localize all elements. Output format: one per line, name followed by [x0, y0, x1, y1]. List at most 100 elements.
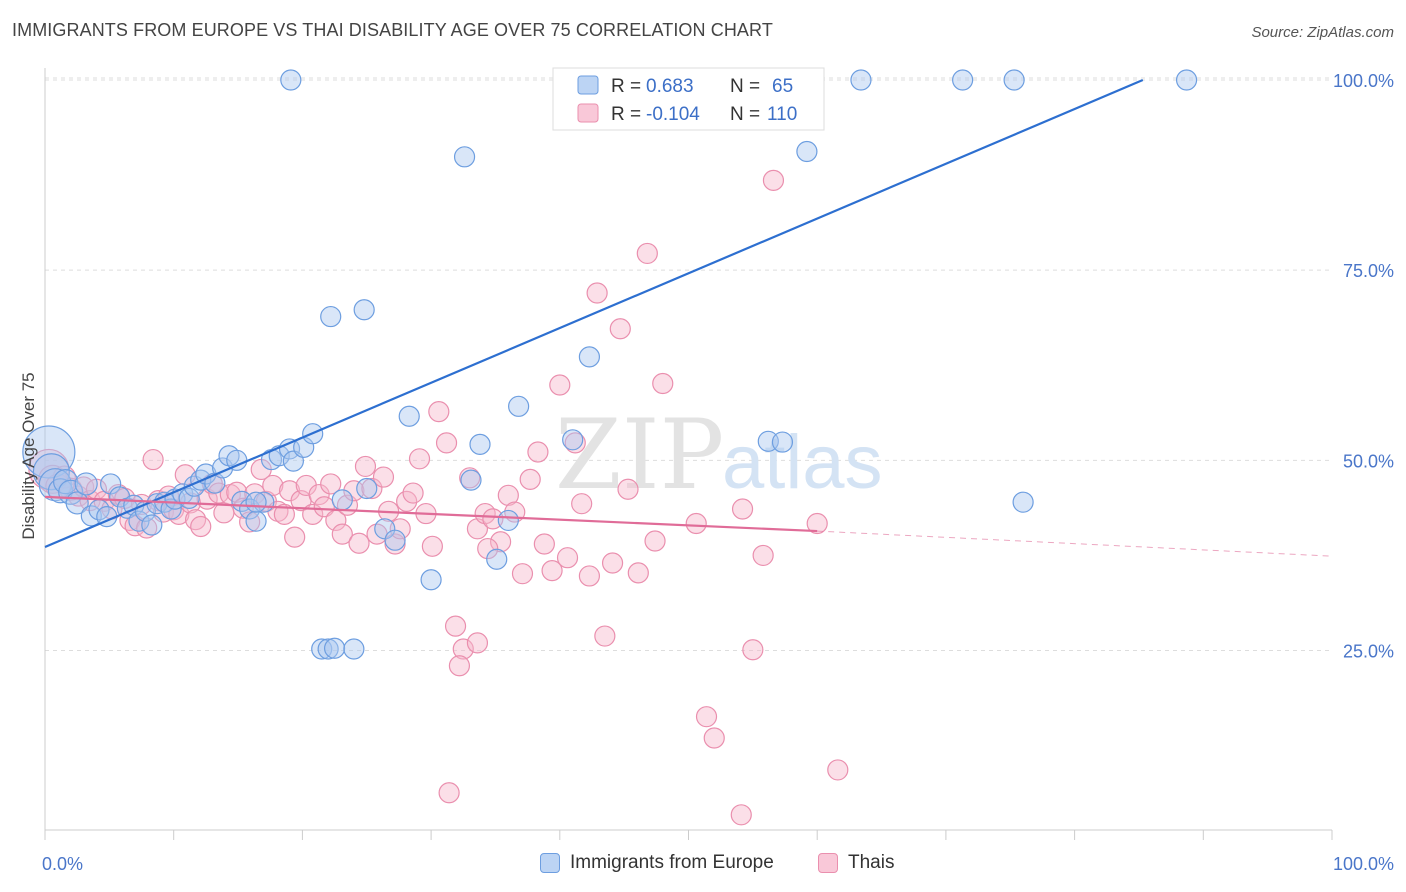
europe-point-36 — [268, 445, 290, 467]
thai-point-81 — [541, 560, 563, 582]
europe-point-48 — [384, 529, 406, 551]
thai-point-79 — [527, 441, 549, 463]
thai-point-55 — [361, 477, 383, 500]
thai-point-80 — [533, 533, 555, 555]
thai-point-50 — [331, 523, 353, 545]
thai-point-26 — [190, 515, 212, 538]
thai-point-62 — [402, 482, 424, 504]
thai-point-102 — [762, 169, 785, 192]
europe-point-54 — [497, 509, 519, 532]
zipatlas-watermark: ZIP atlas — [555, 399, 883, 511]
thai-point-40 — [273, 503, 295, 525]
legend-n-label-europe: N = — [730, 76, 760, 97]
thai-point-48 — [320, 473, 342, 495]
europe-point-42 — [317, 638, 339, 660]
thai-point-73 — [482, 508, 504, 530]
legend-r-value-europe: 0.683 — [646, 76, 694, 97]
thai-trend-line — [44, 495, 818, 533]
thai-point-106 — [448, 655, 471, 677]
correlation-legend: R = 0.683 N = 65 R = -0.104 N = 110 — [552, 67, 825, 131]
legend-swatch-thai-bottom — [818, 853, 838, 873]
europe-point-74 — [1175, 69, 1198, 91]
thai-point-86 — [578, 565, 601, 587]
y-tick-label-100: 100.0% — [1333, 71, 1394, 91]
thai-point-109 — [730, 804, 752, 826]
thai-point-60 — [389, 518, 411, 540]
gridlines — [45, 77, 1332, 651]
europe-point-7 — [74, 472, 98, 496]
legend-swatch-thai — [577, 103, 599, 123]
thai-point-90 — [609, 318, 631, 340]
thai-point-85 — [571, 493, 593, 515]
thai-point-104 — [827, 759, 849, 781]
x-tick-label-min: 0.0% — [42, 854, 83, 874]
series-legend: Immigrants from Europe Thais — [0, 852, 1406, 878]
thai-point-100 — [742, 639, 764, 661]
thai-point-89 — [601, 552, 624, 574]
legend-label-thai: Thais — [848, 852, 895, 873]
legend-n-value-europe: 65 — [772, 76, 793, 97]
legend-swatch-europe — [577, 75, 599, 95]
thai-point-84 — [564, 432, 586, 454]
watermark-atlas: atlas — [722, 420, 883, 505]
europe-point-32 — [239, 498, 261, 520]
thai-trend-extension — [817, 530, 1333, 557]
europe-point-62 — [280, 69, 302, 91]
europe-point-64 — [353, 299, 375, 321]
thai-point-101 — [752, 544, 774, 567]
legend-item-europe: Immigrants from Europe — [540, 852, 774, 874]
thai-point-92 — [627, 562, 649, 584]
thai-point-15 — [130, 493, 153, 516]
trend-lines — [44, 78, 1333, 557]
europe-point-50 — [420, 569, 442, 591]
thai-point-88 — [594, 625, 616, 647]
thai-point-65 — [421, 535, 443, 557]
europe-point-55 — [508, 395, 530, 417]
y-tick-label-75: 75.0% — [1343, 261, 1394, 281]
legend-r-value-thai: -0.104 — [646, 104, 700, 125]
thai-point-72 — [474, 502, 496, 525]
europe-point-45 — [343, 638, 365, 660]
europe-point-53 — [486, 548, 508, 570]
europe-point-73 — [1003, 69, 1025, 91]
legend-n-label-thai: N = — [730, 104, 760, 125]
legend-swatch-europe-bottom — [540, 853, 560, 873]
thai-point-108 — [477, 537, 499, 560]
source-label: Source: ZipAtlas.com — [1251, 24, 1394, 41]
thai-point-87 — [586, 282, 608, 304]
europe-point-43 — [323, 637, 346, 659]
thai-point-93 — [636, 242, 658, 265]
europe-point-65 — [453, 146, 476, 168]
thai-point-34 — [239, 511, 261, 533]
europe-point-49 — [398, 405, 420, 427]
thai-point-83 — [556, 547, 579, 569]
europe-point-72 — [1012, 491, 1034, 513]
thai-point-68 — [444, 615, 467, 637]
legend-label-europe: Immigrants from Europe — [570, 852, 774, 873]
thai-point-75 — [497, 484, 519, 506]
watermark-zip: ZIP — [555, 399, 724, 511]
europe-point-0 — [22, 425, 76, 479]
thai-point-42 — [284, 526, 306, 548]
europe-point-44 — [331, 489, 353, 511]
thai-point-77 — [511, 563, 534, 585]
thai-point-95 — [652, 372, 674, 395]
legend-r-label-thai: R = — [611, 104, 641, 125]
europe-point-17 — [141, 514, 163, 536]
thai-point-69 — [452, 638, 474, 660]
legend-r-label-europe: R = — [611, 76, 641, 97]
thai-point-66 — [428, 401, 450, 423]
europe-point-68 — [771, 431, 794, 453]
thai-point-98 — [703, 727, 725, 749]
thai-point-94 — [644, 530, 666, 552]
thai-point-74 — [489, 531, 512, 553]
thai-point-54 — [354, 455, 377, 478]
thai-point-17 — [142, 448, 164, 471]
europe-point-63 — [320, 305, 342, 328]
thai-point-97 — [695, 706, 718, 728]
europe-point-33 — [245, 510, 267, 532]
thai-point-53 — [348, 532, 370, 554]
x-ticks — [44, 830, 1333, 840]
europe-point-52 — [469, 433, 491, 455]
